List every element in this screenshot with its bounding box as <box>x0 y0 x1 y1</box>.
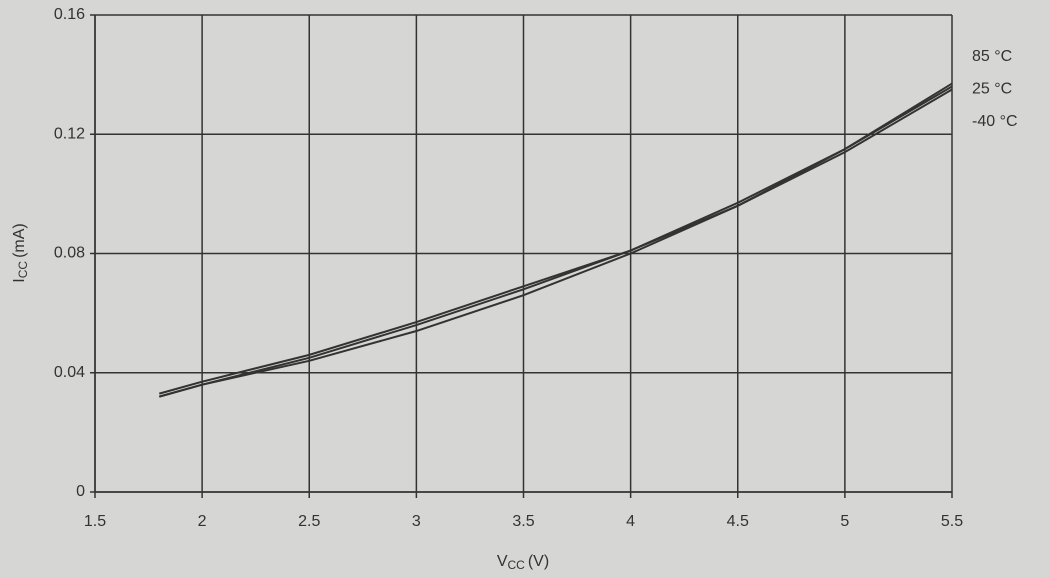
x-tick-label: 5 <box>840 513 849 530</box>
y-tick-label: 0.08 <box>54 245 85 262</box>
x-tick-label: 5.5 <box>941 513 963 530</box>
y-label-unit: (mA) <box>11 223 28 258</box>
x-label-symbol: V <box>497 553 508 570</box>
x-tick-label: 1.5 <box>84 513 106 530</box>
series-line <box>159 88 953 398</box>
y-tick-label: 0.04 <box>54 364 85 381</box>
y-tick-label: 0.16 <box>54 6 85 23</box>
x-tick-label: 2 <box>198 513 207 530</box>
y-tick-label: 0 <box>76 483 85 500</box>
x-label-subscript: CC <box>508 558 526 572</box>
y-axis-label: ICC (mA) <box>11 223 30 282</box>
y-tick-label: 0.12 <box>54 125 85 142</box>
x-axis-label: VCC (V) <box>497 553 549 572</box>
y-label-subscript: CC <box>16 261 30 279</box>
x-tick-label: 3.5 <box>512 513 534 530</box>
x-tick-label: 2.5 <box>298 513 320 530</box>
legend-label: 25 °C <box>972 81 1012 98</box>
x-tick-label: 4 <box>626 513 635 530</box>
legend-label: -40 °C <box>972 113 1018 130</box>
legend-label: 85 °C <box>972 48 1012 65</box>
x-tick-label: 4.5 <box>727 513 749 530</box>
y-label-symbol: I <box>11 278 28 282</box>
x-tick-label: 3 <box>412 513 421 530</box>
x-label-unit: (V) <box>528 553 549 570</box>
